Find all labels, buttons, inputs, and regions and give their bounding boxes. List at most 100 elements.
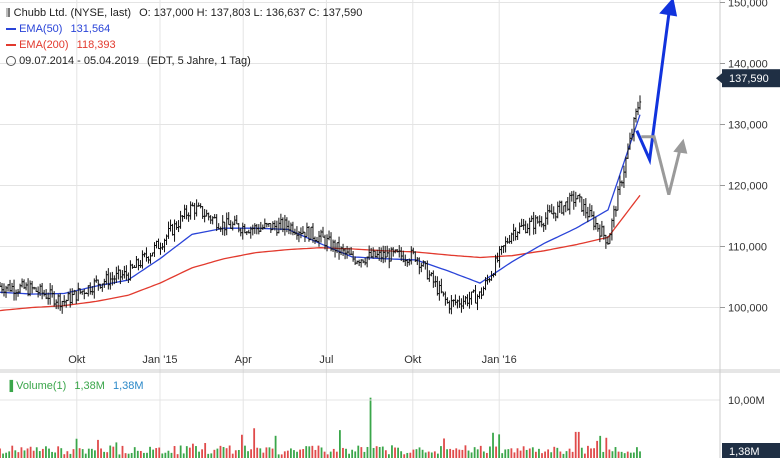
volume-bar	[351, 449, 354, 458]
volume-bar	[182, 453, 185, 458]
current-price-badge	[722, 69, 780, 88]
volume-bar	[280, 454, 283, 458]
volume-bar	[26, 448, 29, 458]
volume-bar	[299, 449, 301, 458]
time-tick-label: Okt	[404, 354, 421, 366]
volume-bar	[136, 450, 139, 458]
current-price-label: 137,590	[729, 73, 769, 85]
volume-bar	[192, 443, 194, 458]
volume-bar	[363, 451, 366, 458]
volume-bar	[617, 451, 620, 458]
volume-bar	[332, 448, 335, 458]
volume-value-1: 1,38M	[74, 380, 105, 392]
volume-bar	[268, 447, 271, 458]
volume-bar	[256, 447, 259, 458]
volume-bar	[394, 447, 396, 458]
volume-bar	[237, 449, 240, 458]
volume-bar	[63, 454, 66, 458]
volume-bar	[41, 448, 44, 458]
volume-bar	[559, 451, 562, 458]
volume-bar	[587, 445, 589, 458]
volume-bar	[29, 446, 32, 458]
volume-bar	[335, 451, 338, 458]
volume-bar	[381, 446, 384, 458]
volume-bar	[449, 448, 452, 458]
volume-bar	[507, 449, 510, 458]
volume-bar	[155, 448, 158, 458]
volume-bar	[118, 454, 121, 458]
price-axis: 100,000 110,000 120,000 130,000 140,000 150,0…	[716, 0, 780, 315]
volume-bar	[375, 446, 378, 458]
volume-bar	[198, 451, 200, 458]
price-tick-label: 100,000	[728, 303, 768, 315]
time-tick-label: Jan '15	[142, 354, 177, 366]
volume-bar	[60, 448, 63, 458]
volume-bar	[213, 449, 216, 458]
volume-bar	[433, 451, 436, 458]
volume-bar	[531, 447, 534, 458]
volume-bar	[620, 451, 623, 458]
volume-bar	[247, 451, 249, 458]
volume-bar	[143, 452, 145, 458]
volume-bar	[274, 435, 277, 458]
volume-bars-icon: ▐	[6, 381, 14, 392]
price-tick-label: 130,000	[728, 120, 768, 132]
volume-bar	[446, 449, 448, 458]
volume-bar	[498, 434, 501, 458]
volume-value-2: 1,38M	[113, 380, 144, 392]
volume-bar	[228, 445, 231, 458]
volume-bar	[403, 454, 406, 458]
volume-bar	[100, 448, 102, 458]
ema50-line	[0, 114, 641, 295]
volume-bar	[534, 451, 537, 458]
volume-bar	[308, 446, 311, 458]
volume-bar	[11, 445, 14, 458]
time-tick-label: Jan '16	[482, 354, 517, 366]
volume-bar	[57, 446, 60, 458]
volume-bar	[106, 452, 109, 458]
volume-bar	[495, 446, 497, 458]
volume-bar	[580, 447, 583, 458]
volume-bar	[577, 431, 580, 458]
time-tick-label: Jul	[319, 354, 333, 366]
blue-arrow-line	[635, 14, 671, 166]
ema200-line	[0, 194, 641, 312]
annotation-arrows	[635, 0, 688, 196]
volume-bar	[632, 452, 635, 458]
volume-bar	[51, 451, 53, 458]
volume-bar	[8, 451, 11, 458]
volume-bar	[32, 450, 35, 458]
volume-bar	[467, 450, 470, 458]
clock-icon	[6, 56, 16, 67]
volume-bar	[35, 447, 38, 458]
volume-bar	[525, 449, 528, 458]
gray-arrow-head	[673, 138, 688, 154]
volume-bar	[464, 445, 467, 458]
price-tick-label: 150,000	[728, 0, 768, 10]
volume-bar	[139, 450, 142, 458]
volume-bar	[479, 445, 482, 458]
ema200-legend[interactable]: EMA(200) 118,393	[6, 39, 116, 51]
ema50-legend[interactable]: EMA(50) 131,564	[6, 23, 110, 35]
volume-bar	[329, 451, 332, 458]
volume-bar	[75, 438, 78, 458]
volume-bar	[158, 447, 161, 458]
volume-bar	[161, 453, 164, 458]
volume-bar	[562, 453, 565, 458]
volume-bar	[605, 437, 608, 458]
volume-bar	[164, 452, 167, 458]
volume-bar	[384, 450, 387, 458]
volume-bar	[455, 448, 458, 458]
volume-bar	[452, 449, 455, 458]
volume-bar	[590, 448, 592, 458]
volume-bar	[216, 448, 219, 458]
volume-bar	[489, 446, 491, 458]
volume-bar	[510, 448, 513, 458]
ema50-swatch-icon	[6, 28, 16, 31]
volume-bar	[369, 397, 372, 458]
volume-bar	[421, 449, 424, 458]
volume-bar	[290, 448, 292, 458]
volume-bar	[167, 450, 170, 458]
volume-tick-label: 10,00M	[728, 395, 765, 407]
volume-legend[interactable]: ▐ Volume(1) 1,38M 1,38M	[6, 380, 144, 392]
